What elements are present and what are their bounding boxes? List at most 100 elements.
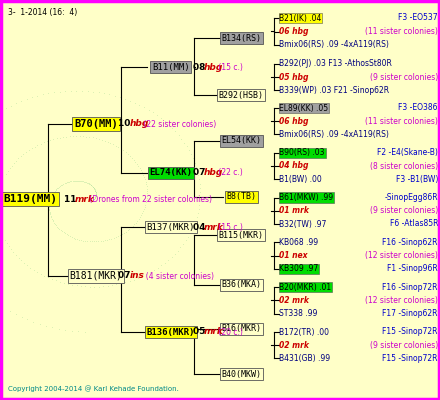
Point xyxy=(56,184,63,190)
Point xyxy=(174,247,181,254)
Point xyxy=(135,275,142,281)
Point xyxy=(130,156,137,163)
Text: F3 -EO537: F3 -EO537 xyxy=(398,14,438,22)
Point xyxy=(187,230,194,236)
Text: KB309 .97: KB309 .97 xyxy=(279,264,319,273)
Point xyxy=(106,236,113,242)
Point xyxy=(78,237,85,243)
Point xyxy=(51,189,58,196)
Point xyxy=(82,238,89,244)
Text: (9 sister colonies): (9 sister colonies) xyxy=(370,206,438,215)
Point xyxy=(194,168,201,174)
Point xyxy=(78,88,85,94)
Text: (11 sister colonies): (11 sister colonies) xyxy=(365,27,438,36)
Point xyxy=(48,194,55,200)
Point xyxy=(63,231,70,238)
Point xyxy=(57,183,64,189)
Point xyxy=(7,308,14,314)
Point xyxy=(47,196,54,202)
Point xyxy=(175,132,182,138)
Point xyxy=(117,280,125,287)
Point xyxy=(194,210,201,216)
Point xyxy=(15,155,22,162)
Text: 05 hbg: 05 hbg xyxy=(279,73,309,82)
Point xyxy=(116,94,123,100)
Point xyxy=(68,178,75,184)
Text: F3 -EO386: F3 -EO386 xyxy=(399,104,438,112)
Text: hbg: hbg xyxy=(204,63,224,72)
Text: (11 sister colonies): (11 sister colonies) xyxy=(365,117,438,126)
Point xyxy=(10,249,17,255)
Point xyxy=(84,180,92,186)
Text: B36(MKA): B36(MKA) xyxy=(221,280,261,289)
Point xyxy=(171,250,178,257)
Point xyxy=(3,105,10,112)
Point xyxy=(132,219,139,226)
Point xyxy=(143,192,150,199)
Point xyxy=(76,178,83,184)
Point xyxy=(122,279,129,286)
Point xyxy=(48,276,55,282)
Point xyxy=(172,128,179,135)
Point xyxy=(101,237,108,244)
Point xyxy=(46,207,53,213)
Point xyxy=(73,177,81,184)
Point xyxy=(40,139,47,146)
Point xyxy=(55,225,62,231)
Point xyxy=(92,187,99,193)
Point xyxy=(145,106,152,113)
Point xyxy=(77,283,84,289)
Point xyxy=(59,134,66,140)
Point xyxy=(87,181,94,188)
Point xyxy=(51,220,58,226)
Point xyxy=(86,134,93,140)
Point xyxy=(70,178,77,184)
Point xyxy=(110,141,117,148)
Text: (Drones from 22 sister colonies): (Drones from 22 sister colonies) xyxy=(87,195,212,204)
Point xyxy=(188,226,195,232)
Point xyxy=(60,229,67,236)
Point xyxy=(165,122,172,128)
Point xyxy=(135,162,142,169)
Point xyxy=(47,137,54,143)
Point xyxy=(184,234,191,240)
Point xyxy=(55,325,62,332)
Text: Bmix06(RS) .09 -4xA119(RS): Bmix06(RS) .09 -4xA119(RS) xyxy=(279,40,389,49)
Point xyxy=(43,138,50,144)
Point xyxy=(46,199,53,205)
Point xyxy=(126,152,133,159)
Text: B61(MKW) .99: B61(MKW) .99 xyxy=(279,193,334,202)
Text: F2 -E4(Skane-B): F2 -E4(Skane-B) xyxy=(377,148,438,157)
Point xyxy=(120,147,127,154)
Point xyxy=(121,96,128,102)
Point xyxy=(83,179,90,186)
Point xyxy=(92,193,99,199)
Point xyxy=(158,115,165,122)
Point xyxy=(82,179,89,185)
Point xyxy=(51,188,58,194)
Point xyxy=(33,269,40,275)
Point xyxy=(143,190,150,196)
Point xyxy=(197,193,204,200)
Point xyxy=(86,283,93,290)
Point xyxy=(126,98,133,104)
Point xyxy=(54,223,61,230)
Text: EL54(KK): EL54(KK) xyxy=(221,136,261,145)
Point xyxy=(22,149,29,155)
Point xyxy=(67,178,74,184)
Point xyxy=(84,238,91,244)
Point xyxy=(31,144,38,150)
Point xyxy=(97,238,104,244)
Point xyxy=(187,151,194,158)
Point xyxy=(91,185,98,192)
Point xyxy=(85,180,92,187)
Point xyxy=(92,194,99,200)
Point xyxy=(62,180,69,186)
Point xyxy=(60,280,67,286)
Point xyxy=(143,181,150,187)
Text: B137(MKR): B137(MKR) xyxy=(147,223,195,232)
Point xyxy=(8,102,15,109)
Point xyxy=(90,196,97,202)
Point xyxy=(192,218,199,224)
Point xyxy=(73,88,80,94)
